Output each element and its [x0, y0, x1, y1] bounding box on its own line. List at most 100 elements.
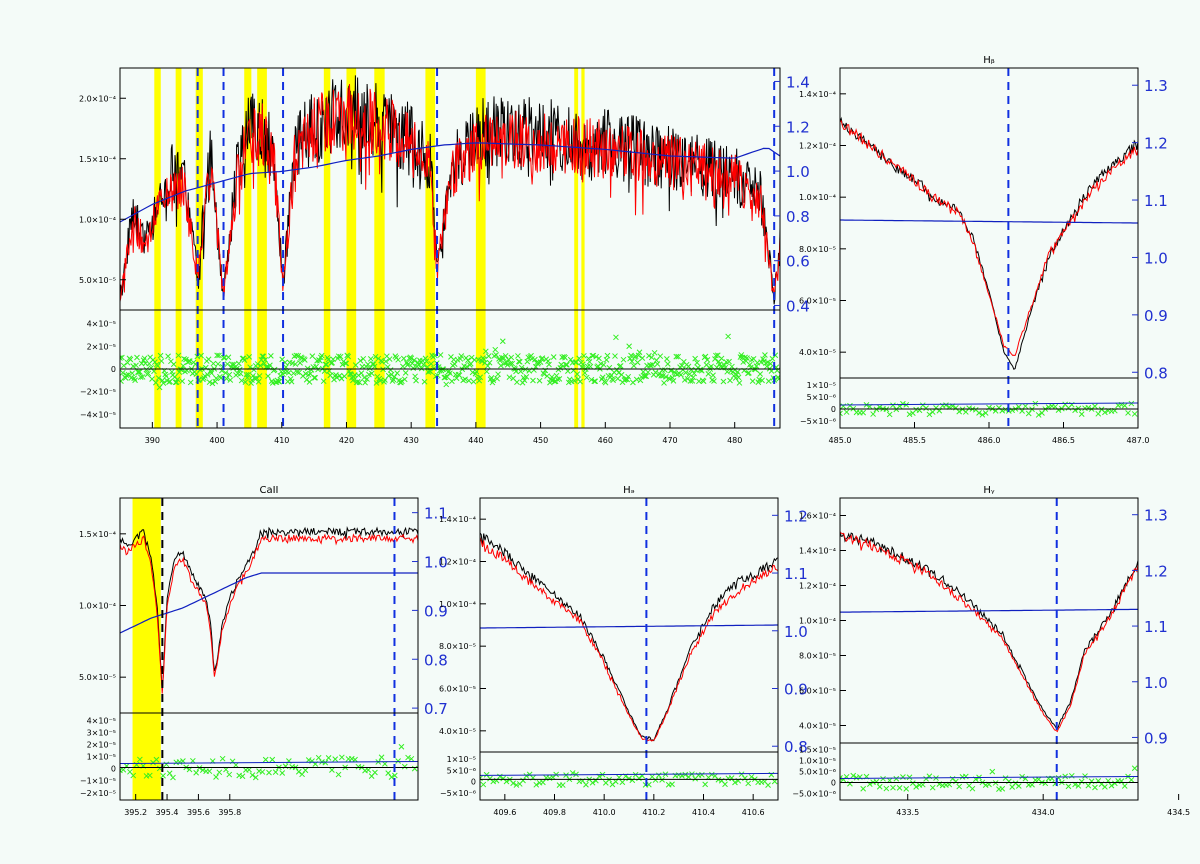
residual-point: [383, 358, 389, 365]
residual-point: [840, 403, 847, 410]
residual-point: [293, 352, 300, 359]
x-tick-label: 434.0: [1032, 808, 1055, 817]
residual-point: [956, 408, 963, 415]
residual-point: [331, 376, 337, 383]
residual-point: [317, 357, 323, 364]
residual-point: [753, 363, 760, 369]
y-tick-label: 2.0×10⁻⁴: [79, 94, 116, 103]
residual-point: [666, 376, 673, 383]
residual-point: [179, 378, 186, 385]
residual-point: [557, 365, 564, 371]
residual-point: [563, 361, 569, 368]
residual-point: [589, 779, 596, 786]
residual-point: [338, 754, 345, 761]
residual-point: [1078, 411, 1085, 417]
residual-point: [154, 363, 161, 369]
y-tick-label: 6.0×10⁻⁵: [799, 687, 836, 696]
continuum-curve: [480, 624, 778, 629]
residual-tick-label: −1×10⁻⁵: [80, 777, 116, 786]
residual-point: [893, 775, 900, 782]
residual-continuum-line: [840, 402, 1138, 406]
residual-point: [443, 381, 450, 388]
residual-point: [498, 362, 504, 369]
y-tick-label: 1.4×10⁻⁴: [799, 90, 836, 99]
residual-point: [213, 375, 220, 382]
residual-point: [216, 352, 222, 359]
residual-point: [545, 358, 551, 364]
residual-point: [649, 362, 656, 368]
residual-point: [325, 755, 332, 761]
y2-tick-label: 0.8: [786, 208, 810, 226]
residual-point: [510, 780, 516, 787]
residual-point: [745, 780, 752, 787]
residual-point: [134, 354, 140, 361]
residual-point: [664, 361, 671, 367]
residual-point: [267, 362, 273, 369]
residual-point: [1082, 773, 1088, 779]
residual-point: [409, 360, 416, 367]
residual-point: [193, 371, 200, 377]
residual-point: [767, 360, 774, 367]
residual-continuum-line: [120, 761, 418, 765]
residual-tick-label: −5×10⁻⁶: [440, 789, 476, 798]
residual-point: [710, 372, 716, 379]
x-tick-label: 410.6: [742, 808, 765, 817]
residual-point: [559, 782, 566, 788]
residual-point: [336, 372, 343, 379]
residual-point: [227, 377, 234, 383]
residual-point: [926, 411, 933, 418]
residual-point: [1062, 773, 1069, 780]
residual-point: [392, 353, 399, 360]
y2-tick-label: 0.6: [786, 253, 810, 271]
residual-point: [251, 366, 257, 373]
residual-point: [444, 374, 451, 380]
x-tick-label: 440: [468, 436, 483, 445]
y-tick-label: 4.0×10⁻⁵: [799, 348, 836, 357]
residual-point: [628, 352, 634, 359]
y-tick-label: 1.2×10⁻⁴: [799, 582, 836, 591]
residual-point: [223, 375, 230, 382]
x-tick-label: 395.8: [218, 808, 241, 817]
residual-point: [880, 775, 886, 782]
residual-point: [120, 355, 123, 361]
residual-point: [625, 373, 632, 380]
residual-point: [482, 348, 489, 355]
y-tick-label: 4.0×10⁻⁵: [439, 727, 476, 736]
residual-point: [906, 774, 913, 781]
residual-point: [1006, 778, 1012, 785]
residual-point: [358, 370, 365, 376]
residual-point: [269, 756, 276, 763]
residual-point: [648, 354, 655, 361]
residual-point: [256, 768, 262, 774]
x-tick-label: 395.4: [156, 808, 179, 817]
residual-point: [1015, 783, 1022, 789]
residual-point: [1075, 783, 1082, 789]
observed-spectrum: [840, 530, 1138, 730]
residual-point: [615, 369, 622, 376]
y2-tick-label: 1.0: [786, 163, 810, 181]
residual-point: [490, 377, 497, 384]
residual-point: [560, 363, 566, 370]
residual-point: [530, 377, 536, 384]
residual-point: [437, 352, 444, 358]
residual-point: [257, 362, 264, 369]
residual-point: [294, 369, 301, 375]
residual-point: [759, 377, 765, 384]
residual-point: [224, 361, 231, 367]
x-tick-label: 409.8: [543, 808, 566, 817]
y2-tick-label: 1.3: [1144, 507, 1168, 525]
residual-point: [169, 368, 175, 375]
residual-point: [209, 380, 216, 387]
residual-tick-label: 1.5×10⁻⁵: [799, 746, 836, 755]
residual-point: [744, 355, 750, 361]
residual-point: [362, 379, 368, 386]
residual-point: [249, 377, 255, 383]
residual-point: [495, 371, 501, 378]
residual-point: [682, 369, 689, 376]
residual-point: [734, 369, 741, 375]
residual-point: [242, 379, 249, 385]
residual-point: [189, 757, 196, 764]
y2-tick-label: 1.1: [784, 565, 808, 583]
y2-tick-label: 1.0: [1144, 674, 1168, 692]
